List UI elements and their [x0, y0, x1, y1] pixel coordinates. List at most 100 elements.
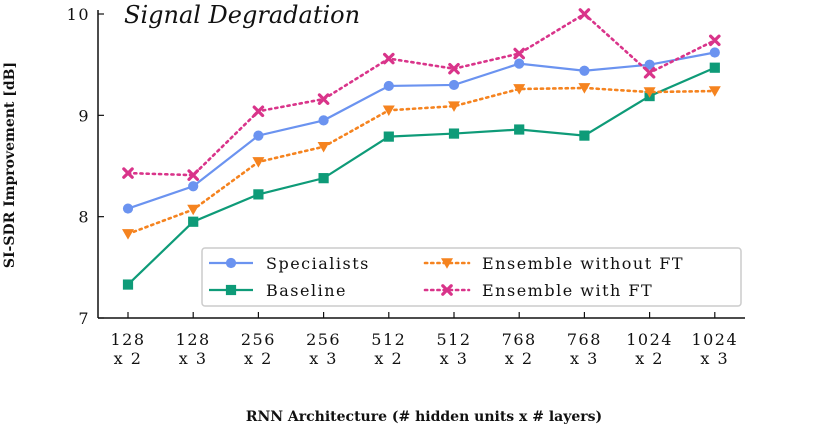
data-point-stroke-b: [252, 105, 265, 118]
data-point: [122, 279, 134, 290]
legend-marker: [225, 284, 237, 296]
x-tick-label-layers: x 3: [179, 349, 208, 368]
data-point: [253, 189, 264, 200]
data-point: [708, 86, 721, 97]
plot-area: [97, 10, 745, 319]
data-point: [383, 131, 394, 142]
data-point-stroke-b: [513, 47, 526, 60]
series-ensemble-without-ft: [122, 83, 721, 240]
data-point: [382, 105, 395, 116]
legend-marker: [441, 258, 453, 269]
series-ensemble-with-ft: [122, 8, 721, 181]
y-tick-label: 9: [78, 106, 90, 125]
legend-marker-stroke-b: [441, 284, 453, 296]
series-line: [126, 86, 717, 236]
x-tick-label-layers: x 2: [635, 349, 664, 368]
data-point: [579, 65, 590, 76]
data-point-stroke-b: [578, 8, 591, 20]
data-point: [709, 47, 720, 58]
x-tick-label-layers: x 3: [440, 349, 469, 368]
data-point: [513, 84, 526, 95]
legend-item: Ensemble without FT: [423, 254, 684, 273]
y-tick-label: 8: [78, 208, 90, 227]
data-point: [513, 47, 526, 60]
x-tick-label-layers: x 2: [374, 349, 403, 368]
series-line: [126, 12, 717, 177]
data-point: [253, 130, 264, 141]
x-tick-label-layers: x 3: [309, 349, 338, 368]
data-point: [448, 101, 460, 112]
data-point: [122, 229, 134, 240]
legend-box: [201, 247, 742, 307]
data-point: [514, 124, 525, 135]
x-tick-label-layers: x 3: [700, 349, 729, 368]
data-point: [578, 8, 591, 20]
x-tick-label-layers: x 2: [114, 349, 143, 368]
data-point: [643, 87, 656, 98]
legend-label: Ensemble with FT: [482, 281, 653, 300]
legend-marker: [441, 284, 453, 296]
y-tick-label: 10: [67, 5, 90, 24]
legend-label: Baseline: [266, 281, 347, 300]
data-point: [188, 216, 199, 227]
series-line: [127, 51, 716, 210]
legend-label: Ensemble without FT: [482, 254, 684, 273]
series-line: [127, 66, 716, 286]
data-point: [579, 130, 590, 141]
data-point-stroke-b: [317, 93, 330, 105]
x-tick-label-layers: x 2: [505, 349, 534, 368]
x-tick-label-units: 256: [241, 330, 276, 349]
data-point: [643, 66, 656, 79]
data-point-stroke-b: [708, 34, 721, 47]
y-ticks: 7 8 9 10: [67, 5, 104, 328]
x-axis-label: RNN Architecture (# hidden units x # lay…: [246, 409, 602, 425]
y-axis-label: SI-SDR Improvement [dB]: [2, 62, 18, 268]
data-point: [122, 203, 134, 214]
y-tick-label: 7: [78, 309, 90, 328]
x-tick-label-units: 1024: [691, 330, 738, 349]
data-point: [383, 52, 395, 65]
data-point-stroke-b: [383, 52, 395, 65]
data-point: [318, 115, 329, 126]
x-tick-label-units: 768: [567, 330, 602, 349]
x-tick-label-units: 512: [371, 330, 406, 349]
data-point-stroke-b: [187, 169, 199, 181]
data-point: [448, 79, 460, 91]
data-point: [187, 204, 200, 216]
legend-item: Baseline: [209, 281, 347, 300]
legend-item: Ensemble with FT: [423, 281, 653, 300]
x-tick-label-units: 1024: [626, 330, 673, 349]
data-point: [187, 169, 199, 181]
data-point-stroke-b: [448, 62, 460, 75]
data-point: [644, 59, 655, 70]
data-point: [317, 93, 330, 105]
data-point-stroke-b: [643, 66, 656, 79]
data-point: [708, 34, 721, 47]
legend-item: Specialists: [209, 254, 368, 273]
x-tick-label-units: 128: [176, 330, 211, 349]
series-baseline: [122, 62, 720, 290]
data-point: [578, 83, 591, 94]
data-point: [448, 128, 460, 139]
data-point: [252, 157, 265, 168]
series-group: [122, 8, 721, 290]
x-tick-label-units: 768: [502, 330, 537, 349]
data-point: [188, 181, 199, 192]
legend-marker: [225, 257, 237, 269]
data-point: [317, 141, 330, 153]
data-point: [448, 62, 460, 75]
x-tick-label-units: 128: [110, 330, 145, 349]
data-point: [252, 105, 265, 118]
data-point: [709, 62, 720, 73]
x-tick-label-units: 256: [306, 330, 341, 349]
chart-title: Signal Degradation: [124, 1, 360, 29]
data-point: [318, 173, 329, 184]
series-specialists: [122, 47, 720, 214]
data-point-stroke-b: [122, 167, 134, 179]
x-tick-label-layers: x 3: [570, 349, 599, 368]
data-point: [122, 167, 134, 179]
data-point: [514, 58, 525, 69]
legend: Specialists Baseline Ensemble without FT En…: [201, 247, 742, 307]
